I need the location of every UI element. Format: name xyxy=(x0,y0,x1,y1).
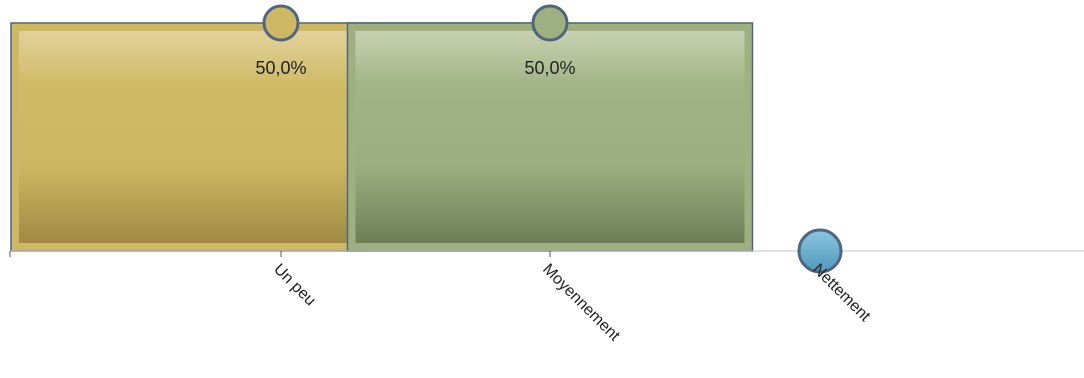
x-tick-label-1: Moyennement xyxy=(539,261,623,345)
bar-1[interactable] xyxy=(346,22,754,252)
x-tick-label-2: Nettement xyxy=(809,261,874,326)
data-point-marker-2[interactable] xyxy=(797,228,843,274)
data-point-marker-0[interactable] xyxy=(262,4,300,42)
value-label-0: 50,0% xyxy=(255,58,306,78)
data-point-marker-1[interactable] xyxy=(531,4,569,42)
x-tick-label-0: Un peu xyxy=(270,261,319,310)
value-label-1: 50,0% xyxy=(524,58,575,78)
